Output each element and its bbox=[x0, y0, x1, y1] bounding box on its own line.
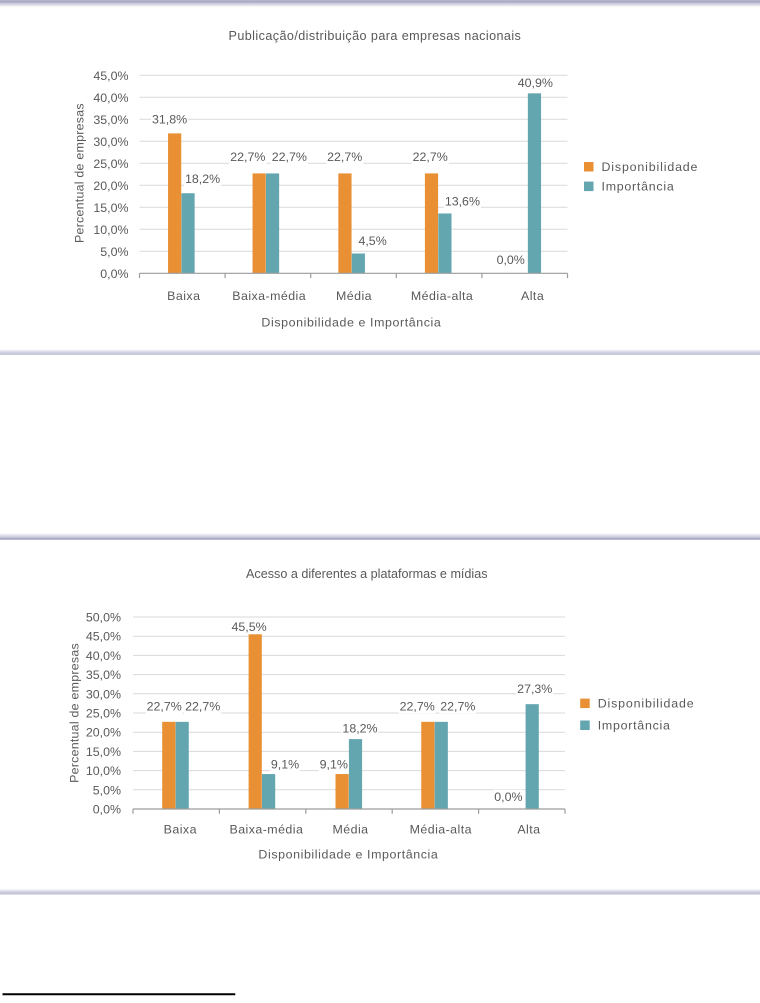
svg-text:18,2%: 18,2% bbox=[185, 172, 220, 186]
svg-text:10,0%: 10,0% bbox=[93, 223, 128, 237]
svg-text:Baixa-média: Baixa-média bbox=[232, 289, 306, 303]
svg-text:15,0%: 15,0% bbox=[93, 201, 128, 215]
svg-text:Baixa: Baixa bbox=[167, 289, 200, 303]
svg-text:45,0%: 45,0% bbox=[86, 630, 121, 644]
svg-text:22,7%: 22,7% bbox=[147, 700, 182, 714]
svg-text:22,7%: 22,7% bbox=[413, 150, 448, 164]
svg-text:Acesso a diferentes a platafor: Acesso a diferentes a plataformas e mídi… bbox=[246, 567, 488, 581]
svg-text:Alta: Alta bbox=[521, 289, 544, 303]
svg-text:35,0%: 35,0% bbox=[93, 113, 128, 127]
svg-text:10,0%: 10,0% bbox=[86, 764, 121, 778]
svg-text:5,0%: 5,0% bbox=[93, 783, 121, 797]
svg-text:5,0%: 5,0% bbox=[100, 245, 128, 259]
svg-text:Disponibilidade: Disponibilidade bbox=[602, 160, 699, 174]
svg-text:Disponibilidade e Importância: Disponibilidade e Importância bbox=[261, 316, 441, 330]
svg-text:20,0%: 20,0% bbox=[86, 726, 121, 740]
svg-text:Importância: Importância bbox=[598, 719, 671, 733]
svg-text:22,7%: 22,7% bbox=[272, 150, 307, 164]
svg-text:25,0%: 25,0% bbox=[93, 157, 128, 171]
svg-text:22,7%: 22,7% bbox=[230, 150, 265, 164]
svg-text:50,0%: 50,0% bbox=[86, 611, 121, 625]
svg-text:35,0%: 35,0% bbox=[86, 668, 121, 682]
svg-text:15,0%: 15,0% bbox=[86, 745, 121, 759]
svg-text:Média-alta: Média-alta bbox=[411, 289, 473, 303]
svg-text:Baixa-média: Baixa-média bbox=[229, 823, 303, 837]
svg-text:27,3%: 27,3% bbox=[517, 682, 552, 696]
svg-text:Disponibilidade e Importância: Disponibilidade e Importância bbox=[258, 848, 438, 862]
svg-text:Percentual de empresas: Percentual de empresas bbox=[68, 643, 82, 783]
svg-text:22,7%: 22,7% bbox=[440, 699, 475, 713]
svg-text:Percentual de empresas: Percentual de empresas bbox=[72, 103, 86, 243]
svg-text:0,0%: 0,0% bbox=[494, 790, 522, 804]
svg-text:18,2%: 18,2% bbox=[342, 721, 377, 735]
svg-text:30,0%: 30,0% bbox=[86, 687, 121, 701]
svg-text:Disponibilidade: Disponibilidade bbox=[598, 696, 695, 710]
svg-text:22,7%: 22,7% bbox=[185, 700, 220, 714]
svg-text:Importância: Importância bbox=[602, 180, 675, 194]
svg-text:22,7%: 22,7% bbox=[400, 699, 435, 713]
svg-text:9,1%: 9,1% bbox=[320, 758, 348, 772]
svg-text:9,1%: 9,1% bbox=[271, 758, 299, 772]
svg-text:40,0%: 40,0% bbox=[86, 649, 121, 663]
svg-text:13,6%: 13,6% bbox=[445, 195, 480, 209]
svg-text:25,0%: 25,0% bbox=[86, 707, 121, 721]
svg-text:45,0%: 45,0% bbox=[93, 69, 128, 83]
svg-text:0,0%: 0,0% bbox=[497, 253, 525, 267]
svg-text:4,5%: 4,5% bbox=[358, 234, 386, 248]
svg-text:40,0%: 40,0% bbox=[93, 91, 128, 105]
svg-text:20,0%: 20,0% bbox=[93, 179, 128, 193]
svg-text:45,5%: 45,5% bbox=[232, 620, 267, 634]
svg-text:22,7%: 22,7% bbox=[327, 150, 362, 164]
svg-text:Média: Média bbox=[333, 823, 369, 837]
svg-text:0,0%: 0,0% bbox=[93, 803, 121, 817]
svg-text:30,0%: 30,0% bbox=[93, 135, 128, 149]
svg-text:31,8%: 31,8% bbox=[152, 113, 187, 127]
svg-text:0,0%: 0,0% bbox=[100, 267, 128, 281]
svg-text:Alta: Alta bbox=[517, 823, 540, 837]
svg-text:40,9%: 40,9% bbox=[518, 76, 553, 90]
svg-text:Publicação/distribuição para e: Publicação/distribuição para empresas na… bbox=[229, 29, 522, 43]
svg-text:Média-alta: Média-alta bbox=[410, 823, 472, 837]
svg-text:Baixa: Baixa bbox=[164, 823, 197, 837]
svg-text:Média: Média bbox=[336, 289, 372, 303]
